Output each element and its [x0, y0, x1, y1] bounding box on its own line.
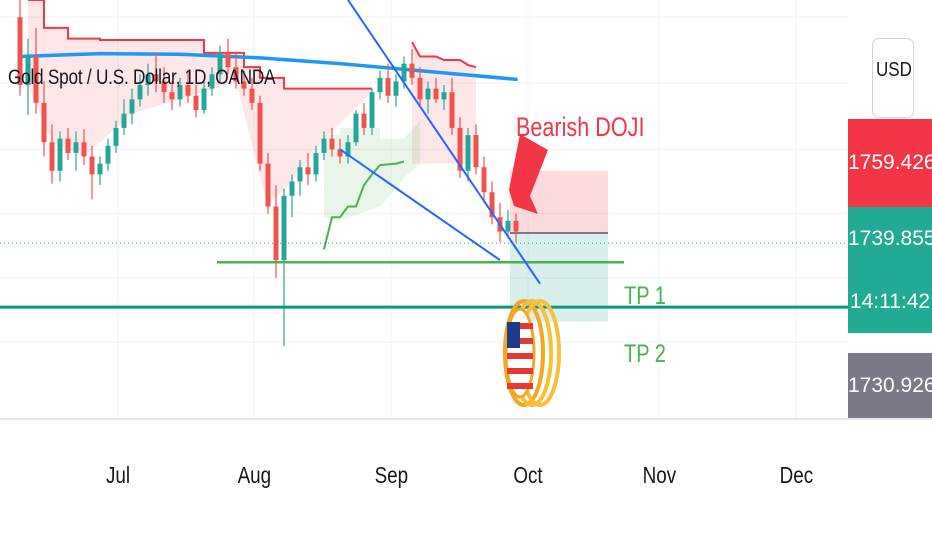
candle-body: [217, 52, 223, 75]
candle-body: [433, 88, 439, 100]
candle-body: [169, 92, 175, 100]
candle-body: [361, 113, 367, 128]
flag-stripe: [507, 353, 533, 359]
red-cloud-fill: [28, 0, 372, 207]
currency-selector[interactable]: USD: [872, 38, 914, 118]
candles-layer: [17, 0, 519, 346]
time-axis[interactable]: [0, 418, 932, 552]
candle-body: [193, 95, 199, 111]
candle-body: [481, 167, 487, 193]
month-label: Aug: [237, 462, 272, 488]
candle-body: [369, 92, 375, 128]
candle-body: [473, 135, 479, 168]
candle-body: [489, 192, 495, 218]
red-stop-line: [28, 0, 372, 90]
candle-body: [297, 167, 303, 182]
red-stop-line-2: [411, 41, 477, 69]
candle-body: [321, 138, 327, 153]
candle-body: [105, 145, 111, 164]
month-label: Dec: [779, 462, 814, 488]
candle-body: [65, 138, 71, 153]
candle-body: [129, 99, 135, 114]
candle-body: [177, 85, 183, 100]
chart-grid: [0, 0, 848, 418]
candle-body: [385, 77, 391, 96]
candle-body: [201, 88, 207, 111]
candle-body: [273, 206, 279, 261]
us-event-icon: [503, 299, 561, 407]
candle-body: [41, 102, 47, 143]
candle-body: [265, 163, 271, 207]
candle-body: [409, 63, 415, 78]
candle-body: [393, 81, 399, 96]
candle-body: [329, 138, 335, 150]
candle-body: [241, 81, 247, 89]
candle-body: [441, 92, 447, 100]
candle-body: [89, 156, 95, 175]
candle-body: [81, 142, 87, 157]
candle-body: [57, 138, 63, 171]
candle-body: [305, 167, 311, 175]
price-label: 1730.926: [848, 353, 932, 418]
candle-body: [145, 74, 151, 86]
candle-body: [49, 142, 55, 171]
bearish-arrow: [509, 134, 548, 214]
price-label: 1739.855: [848, 207, 932, 271]
price-label: 14:11:42: [848, 271, 932, 333]
candle-body: [233, 67, 239, 82]
price-chart[interactable]: [0, 0, 848, 418]
candle-body: [353, 113, 359, 143]
candle-body: [289, 181, 295, 196]
candle-body: [153, 74, 159, 82]
trendline: [347, 0, 541, 285]
candle-body: [225, 52, 231, 68]
candle-body: [281, 195, 287, 261]
month-label: Oct: [513, 462, 543, 488]
candle-body: [25, 56, 31, 86]
bearish-doji-label[interactable]: Bearish DOJI: [516, 112, 645, 142]
candle-body: [313, 152, 319, 175]
candle-body: [401, 63, 407, 82]
candle-body: [97, 163, 103, 175]
indicator-layer: [0, 0, 848, 322]
tp2-label[interactable]: TP 2: [624, 340, 666, 368]
candle-body: [17, 17, 23, 86]
candle-body: [505, 220, 511, 232]
candle-body: [449, 92, 455, 128]
flag-stripe: [507, 368, 533, 374]
flag-stripe: [507, 383, 533, 389]
drawings-layer: [0, 0, 848, 407]
candle-body: [425, 88, 431, 100]
candle-body: [137, 85, 143, 100]
green-stop-line: [323, 160, 405, 250]
trendline: [339, 148, 501, 261]
symbol-title[interactable]: Gold Spot / U.S. Dollar, 1D, OANDA: [8, 66, 276, 89]
candle-body: [513, 220, 519, 232]
candle-body: [209, 74, 215, 89]
month-label: Nov: [642, 462, 677, 488]
candle-body: [185, 85, 191, 96]
candle-body: [257, 102, 263, 164]
month-label: Jul: [105, 462, 131, 488]
currency-label: USD: [876, 59, 912, 81]
candle-body: [345, 142, 351, 157]
candle-body: [161, 81, 167, 93]
candle-body: [337, 149, 343, 157]
candle-body: [121, 113, 127, 128]
tp1-label[interactable]: TP 1: [624, 282, 666, 310]
candle-body: [417, 77, 423, 100]
flag-canton: [507, 322, 520, 348]
month-label: Sep: [374, 462, 409, 488]
candle-body: [73, 142, 79, 153]
candle-body: [249, 88, 255, 103]
candle-body: [377, 77, 383, 93]
candle-body: [33, 56, 39, 103]
candle-body: [113, 127, 119, 146]
candle-body: [457, 127, 463, 171]
price-label: 1759.426: [848, 119, 932, 207]
candle-body: [465, 135, 471, 171]
